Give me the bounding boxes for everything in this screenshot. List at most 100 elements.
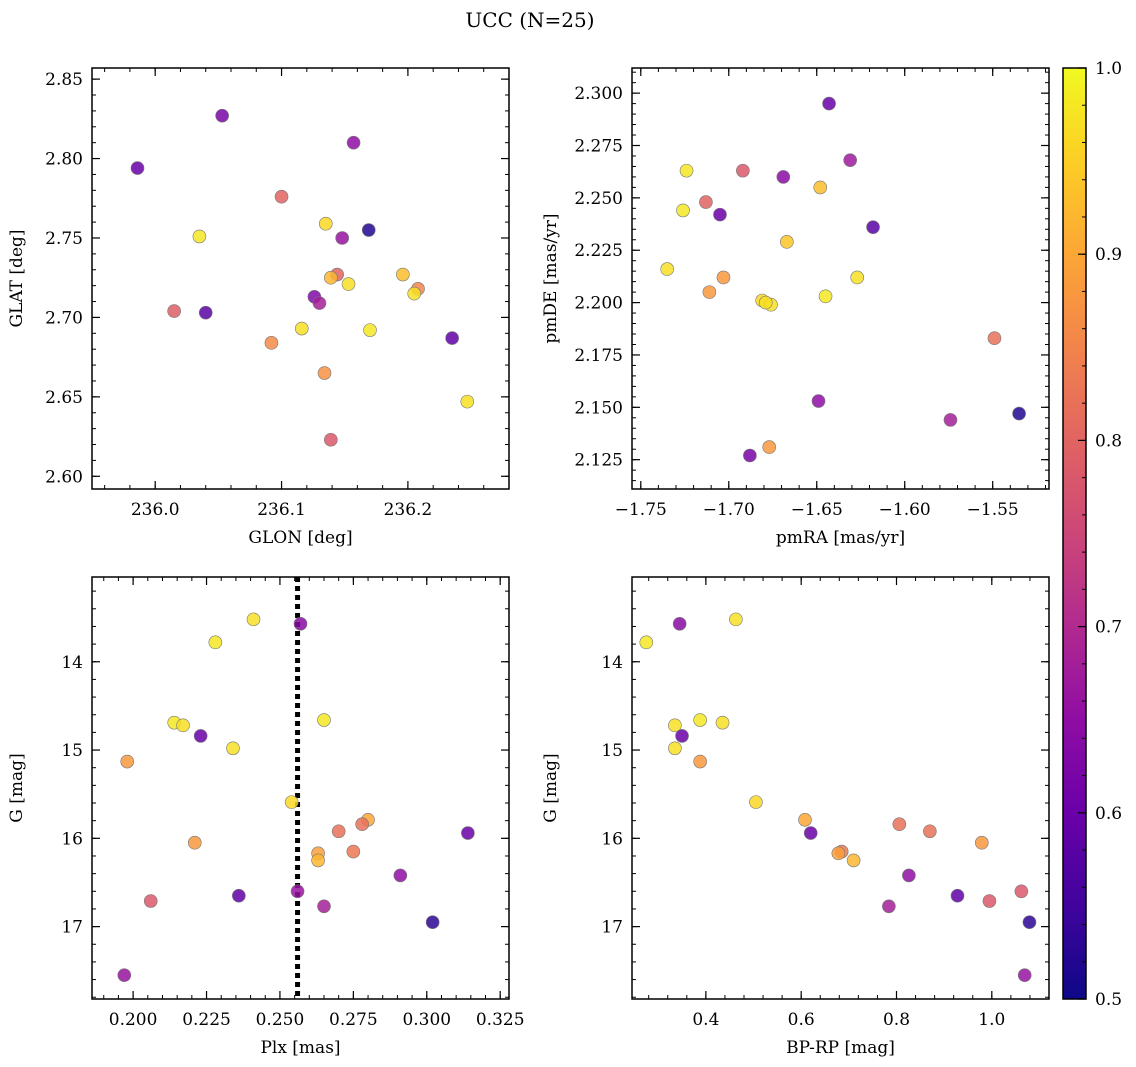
- y-tick-label: 14: [601, 653, 623, 673]
- data-points: [130, 108, 475, 447]
- data-point: [902, 868, 916, 883]
- y-tick-label: 2.70: [45, 308, 83, 328]
- data-point: [1012, 406, 1026, 421]
- colorbar-tick-label: 0.9: [1095, 245, 1122, 265]
- data-point: [846, 853, 861, 868]
- data-point: [363, 323, 377, 337]
- x-tick-label: 0.300: [402, 1010, 451, 1030]
- data-point: [274, 189, 289, 204]
- y-tick-label: 2.150: [574, 398, 623, 418]
- data-point: [393, 868, 408, 883]
- x-tick-label: −1.70: [703, 500, 755, 520]
- y-tick-label: 2.75: [45, 229, 83, 249]
- data-point: [776, 170, 791, 184]
- data-point: [675, 729, 689, 743]
- minor-ticks: [632, 68, 1049, 489]
- x-tick-label: 236.0: [131, 500, 180, 520]
- data-point: [264, 336, 279, 350]
- data-point: [702, 285, 717, 299]
- x-axis-label: GLON [deg]: [248, 528, 352, 548]
- data-point: [943, 413, 958, 427]
- data-point: [117, 968, 132, 982]
- data-point: [130, 161, 145, 175]
- x-tick-label: 0.275: [329, 1010, 378, 1030]
- x-axis-label: pmRA [mas/yr]: [776, 528, 905, 548]
- data-point: [813, 180, 828, 195]
- data-point: [713, 207, 727, 222]
- data-point: [346, 135, 361, 150]
- data-point: [729, 612, 743, 627]
- y-tick-label: 15: [601, 741, 623, 761]
- data-point: [668, 741, 682, 756]
- data-point: [672, 616, 687, 631]
- axes-frame: [631, 576, 1050, 1000]
- data-point: [232, 888, 246, 903]
- minor-ticks: [632, 577, 1050, 999]
- axes-frame: [91, 67, 510, 490]
- axes-frame: [91, 576, 510, 1000]
- data-point: [811, 394, 826, 408]
- y-axis-label: G [mag]: [7, 753, 27, 822]
- x-tick-label: −1.55: [967, 500, 1019, 520]
- x-tick-label: 0.250: [256, 1010, 305, 1030]
- data-point: [187, 835, 202, 850]
- colorbar-tick-label: 0.5: [1095, 990, 1122, 1010]
- data-point: [822, 96, 836, 111]
- data-point: [176, 718, 190, 733]
- minor-ticks: [92, 68, 510, 489]
- x-tick-label: 0.8: [883, 1010, 910, 1030]
- x-tick-label: 236.2: [384, 500, 433, 520]
- data-point: [798, 812, 812, 827]
- data-point: [317, 713, 331, 727]
- data-point: [975, 835, 989, 850]
- x-axis-label: Plx [mas]: [260, 1038, 340, 1058]
- data-point: [749, 795, 763, 809]
- data-point: [198, 305, 213, 320]
- x-tick-label: −1.65: [791, 500, 843, 520]
- data-point: [892, 817, 907, 831]
- data-point: [226, 741, 240, 756]
- scatter-panel-glon-glat: 236.0 236.1 236.2 2.60 2.65 2.70 2.75 2.80 2.85 G…: [7, 67, 510, 548]
- data-point: [762, 440, 777, 454]
- data-point: [693, 754, 707, 769]
- data-point: [246, 612, 261, 627]
- y-tick-label: 17: [61, 918, 83, 938]
- data-point: [982, 894, 997, 908]
- y-tick-label: 14: [61, 653, 83, 673]
- data-point: [290, 884, 305, 899]
- data-point: [987, 331, 1002, 345]
- y-tick-label: 17: [601, 918, 623, 938]
- y-tick-label: 2.80: [45, 150, 83, 170]
- data-point: [208, 635, 223, 650]
- y-tick-label: 2.300: [574, 84, 623, 104]
- y-axis-label: G [mag]: [541, 753, 561, 822]
- colorbar-tick-label: 1.0: [1095, 59, 1122, 79]
- data-point: [693, 713, 707, 727]
- colorbar-tick-label: 0.7: [1095, 618, 1122, 638]
- y-tick-label: 2.250: [574, 189, 623, 209]
- data-point: [850, 270, 865, 285]
- y-tick-label: 2.85: [45, 70, 83, 90]
- x-axis-label: BP-RP [mag]: [786, 1038, 895, 1058]
- data-point: [312, 296, 327, 310]
- colorbar-tick-label: 0.6: [1095, 804, 1122, 824]
- data-point: [396, 267, 410, 282]
- y-tick-label: 2.275: [574, 136, 623, 156]
- data-point: [335, 231, 350, 245]
- y-tick-label: 2.60: [45, 467, 83, 487]
- data-point: [143, 894, 158, 908]
- data-point: [294, 321, 309, 336]
- data-points: [639, 612, 1037, 982]
- data-point: [831, 846, 846, 861]
- colorbar-frame: [1062, 67, 1087, 1000]
- x-tick-label: 0.4: [692, 1010, 719, 1030]
- x-tick-label: 1.0: [978, 1010, 1005, 1030]
- data-point: [445, 331, 459, 345]
- data-point: [346, 844, 361, 859]
- y-tick-label: 16: [601, 829, 623, 849]
- y-tick-label: 2.175: [574, 346, 623, 366]
- data-point: [736, 163, 750, 178]
- data-point: [803, 826, 818, 840]
- y-tick-label: 2.125: [574, 451, 623, 471]
